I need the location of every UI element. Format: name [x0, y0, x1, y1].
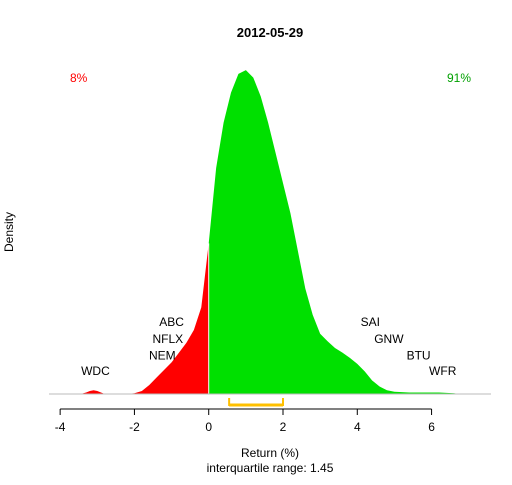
y-axis-label: Density	[2, 212, 16, 252]
iqr-subtitle: interquartile range: 1.45	[207, 461, 334, 475]
x-axis-label: Return (%)	[241, 446, 299, 460]
x-tick-label: 0	[205, 420, 212, 434]
negative-share-label: 8%	[70, 71, 88, 85]
positive-density-area	[208, 70, 460, 394]
plot-area	[49, 70, 491, 407]
x-tick-label: -4	[55, 420, 66, 434]
ticker-label: WDC	[81, 364, 110, 378]
ticker-label: NEM	[149, 348, 176, 362]
x-tick-label: -2	[129, 420, 140, 434]
ticker-label: SAI	[361, 315, 380, 329]
x-axis: -4 -2 0 2 4 6	[55, 408, 435, 434]
x-tick-label: 4	[354, 420, 361, 434]
x-tick-label: 2	[280, 420, 287, 434]
x-tick-label: 6	[428, 420, 435, 434]
ticker-label: WFR	[429, 364, 457, 378]
ticker-label: GNW	[374, 332, 404, 346]
chart-title: 2012-05-29	[237, 25, 304, 40]
ticker-label: BTU	[407, 348, 431, 362]
negative-density-area	[80, 243, 209, 394]
positive-share-label: 91%	[447, 71, 471, 85]
ticker-label: ABC	[159, 315, 184, 329]
ticker-label: NFLX	[153, 332, 184, 346]
